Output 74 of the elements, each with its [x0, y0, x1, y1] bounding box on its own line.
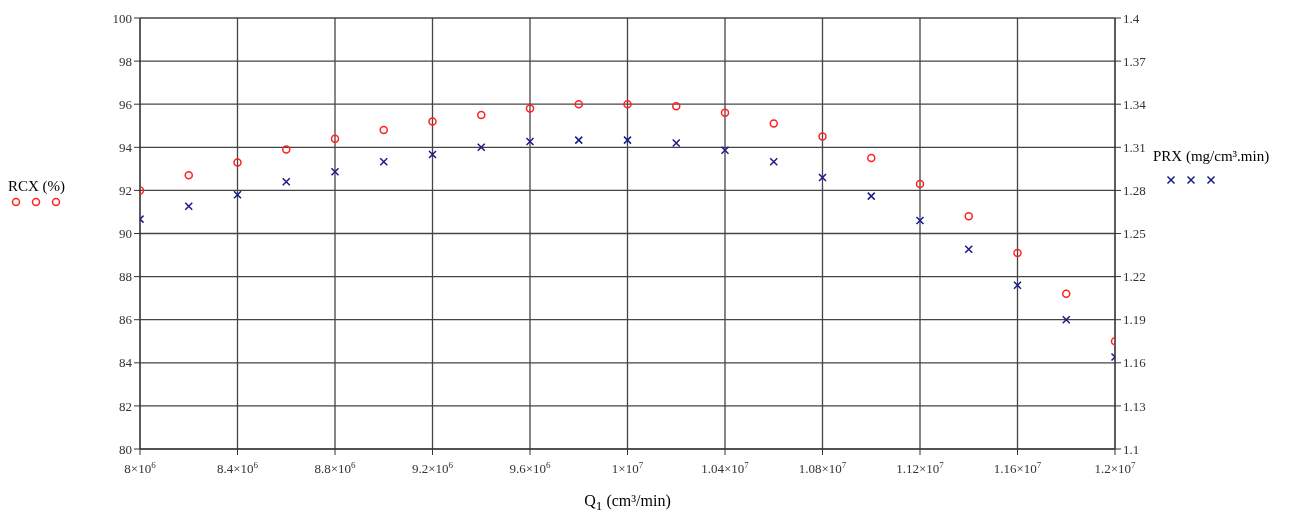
y-tick-label: 84: [119, 355, 133, 371]
point: [769, 119, 778, 128]
point: [330, 167, 340, 176]
y-tick-label: 90: [119, 226, 132, 242]
x-tick-label: 8×10$^{6}$: [124, 460, 157, 476]
point: [1013, 248, 1022, 258]
point: [574, 99, 583, 109]
point: [672, 138, 681, 148]
point: [233, 158, 242, 167]
point: [379, 125, 388, 135]
y-tick-label: 94: [119, 139, 133, 155]
point: [330, 134, 340, 143]
point: [867, 191, 876, 201]
point: [623, 135, 632, 145]
x-tick-label: 1.04×10$^{7}$: [701, 460, 750, 476]
x-tick-label: 1.16×10$^{7}$: [993, 460, 1042, 476]
x-tick-label: 1.2×10$^{7}$: [1094, 460, 1137, 476]
point: [964, 245, 973, 254]
x-tick-label: 8.4×10$^{6}$: [216, 460, 259, 476]
x-tick-label: 8.8×10$^{6}$: [314, 460, 357, 476]
point: [720, 145, 730, 155]
point: [1062, 289, 1071, 299]
point: [525, 104, 535, 113]
x-axis-title: Q$_{1}$ (cm³/min): [583, 492, 672, 515]
x-tick-label: 9.6×10$^{6}$: [509, 460, 552, 476]
x-tick-label: 9.2×10$^{6}$: [411, 460, 454, 476]
point: [477, 110, 486, 120]
y-tick-label: 100: [112, 10, 132, 26]
y2-tick-label: 1.13: [1123, 398, 1146, 414]
point: [867, 153, 876, 163]
point: [184, 171, 193, 180]
y2-tick-label: 1.4: [1123, 10, 1140, 26]
x-tick-label: 1.08×10$^{7}$: [798, 460, 847, 476]
y-tick-label: 88: [119, 269, 132, 285]
y2-tick-label: 1.16: [1123, 355, 1147, 371]
y-tick-label: 92: [119, 183, 132, 199]
point: [964, 212, 973, 221]
point: [818, 173, 827, 182]
point: [379, 157, 388, 166]
point: [915, 216, 925, 225]
y2-tick-label: 1.28: [1123, 183, 1146, 199]
y2-axis-title: PRX (mg/cm³.min): [1153, 148, 1271, 165]
point: [477, 143, 486, 152]
point: [720, 108, 730, 118]
point: [1013, 280, 1022, 290]
y2-tick-label: 1.1: [1123, 441, 1140, 457]
point: [574, 135, 583, 145]
point: [184, 201, 193, 211]
y2-tick-label: 1.19: [1123, 312, 1146, 328]
point: [818, 132, 827, 141]
point: [1062, 315, 1071, 324]
y-tick-label: 98: [119, 53, 132, 69]
point: [623, 99, 632, 109]
x-tick-label: 1.12×10$^{7}$: [896, 460, 945, 476]
point: [769, 157, 778, 166]
y-tick-label: 80: [119, 441, 132, 457]
y-tick-label: 96: [119, 96, 133, 112]
point: [915, 179, 925, 189]
y2-tick-label: 1.22: [1123, 269, 1146, 285]
point: [282, 145, 291, 154]
point: [428, 150, 437, 159]
y2-tick-label: 1.37: [1123, 53, 1147, 69]
y2-tick-label: 1.31: [1123, 139, 1146, 155]
y-tick-label: 86: [119, 312, 133, 328]
y-axis-title: RCX (%): [8, 178, 66, 195]
y2-tick-label: 1.25: [1123, 226, 1146, 242]
point: [672, 102, 681, 111]
y-tick-label: 82: [119, 398, 132, 414]
point: [428, 117, 437, 126]
point: [233, 190, 242, 199]
y2-tick-label: 1.34: [1123, 96, 1147, 112]
x-tick-label: 1×10$^{7}$: [611, 460, 644, 476]
point: [525, 137, 535, 146]
point: [282, 177, 291, 187]
